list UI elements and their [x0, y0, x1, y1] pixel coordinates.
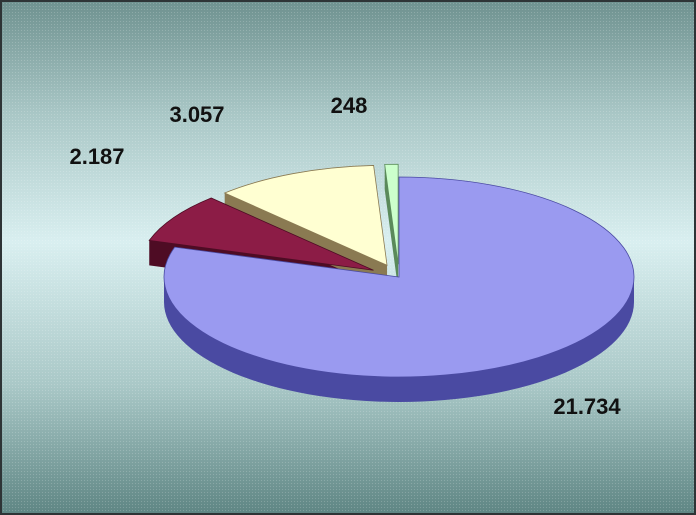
pie-data-label: 3.057 — [169, 102, 224, 127]
pie-data-label: 21.734 — [553, 394, 621, 419]
pie-data-labels: 21.734 2.187 3.057 248 — [69, 93, 621, 419]
pie-slice — [384, 163, 399, 265]
pie-slice-side — [164, 277, 634, 402]
pie-data-label: 248 — [331, 93, 368, 118]
pie-slice-tops — [148, 163, 635, 378]
pie-slice — [163, 176, 635, 378]
pie-slice-cut-face — [384, 164, 399, 290]
pie-data-label: 2.187 — [69, 144, 124, 169]
pie-slice — [148, 197, 374, 271]
pie-slice — [223, 165, 388, 266]
